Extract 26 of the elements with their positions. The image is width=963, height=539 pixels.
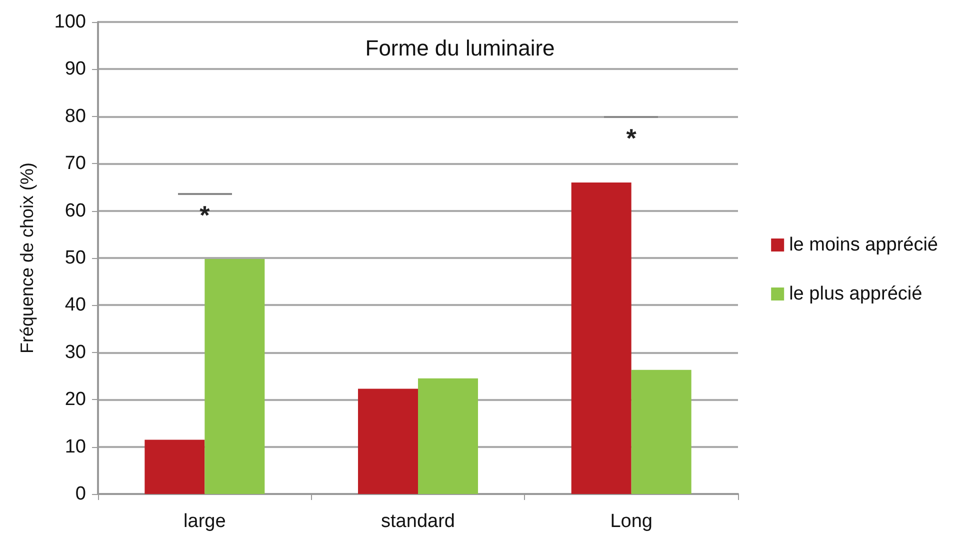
- text: Forme du luminaire: [365, 36, 555, 60]
- x-tick-label: Long: [610, 511, 652, 532]
- y-tick-label: 90: [64, 58, 86, 80]
- bar: [204, 258, 265, 494]
- y-tick-label: 70: [64, 153, 86, 174]
- legend-label: le moins apprécié: [789, 234, 938, 256]
- y-tick-label: 20: [64, 389, 86, 410]
- x-tick-label: standard: [381, 511, 455, 532]
- bar: [631, 370, 692, 494]
- y-tick-label: 60: [64, 200, 86, 222]
- annotation: *: [200, 200, 210, 231]
- y-tick-label: 10: [64, 436, 86, 458]
- legend-label: le plus apprécié: [789, 284, 922, 304]
- bar: [144, 440, 205, 494]
- y-tick-label: 30: [64, 342, 86, 363]
- annotation: *: [626, 123, 636, 154]
- y-tick-label: 40: [64, 294, 86, 316]
- y-tick-label: 50: [64, 248, 86, 268]
- y-tick-label: 100: [54, 12, 86, 32]
- y-axis-title: Fréquence de choix (%): [17, 162, 37, 354]
- bar: [418, 378, 478, 494]
- bar: [358, 388, 418, 494]
- y-tick-label: 80: [64, 106, 86, 127]
- x-tick-label: large: [184, 511, 226, 532]
- y-tick-label: 0: [75, 484, 86, 504]
- bar: [571, 182, 632, 494]
